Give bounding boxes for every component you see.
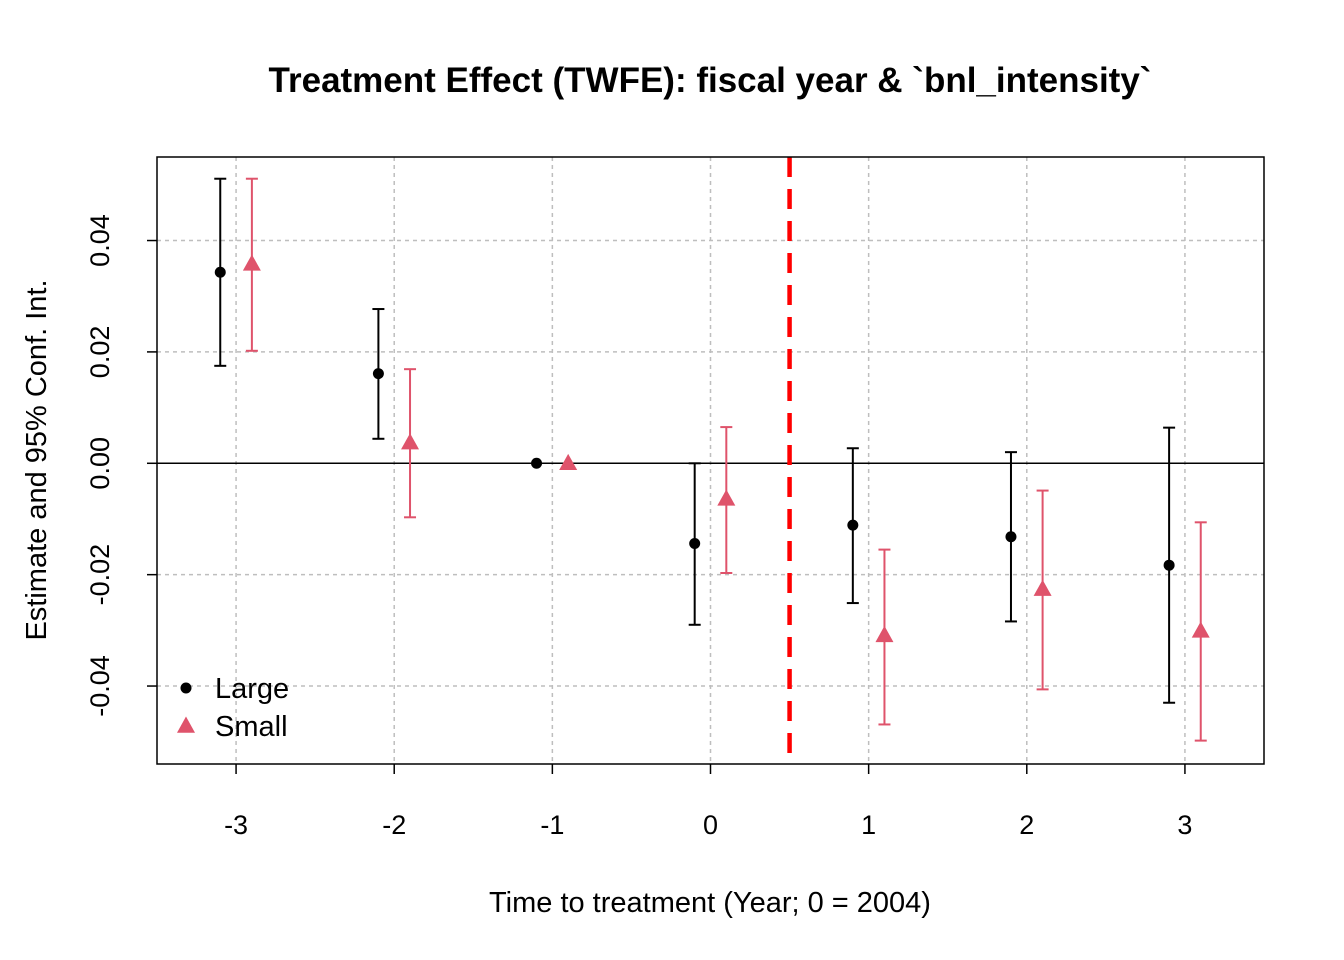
x-axis: -3 -2 -1 0 1 2 3: [224, 764, 1192, 840]
data-point-large: [372, 368, 384, 380]
data-point-small: [717, 489, 736, 506]
legend-label: Large: [215, 673, 289, 705]
data-point-large: [214, 266, 226, 278]
legend-marker-small: [177, 716, 195, 733]
data-point-small: [559, 453, 578, 471]
y-tick-label: 0.00: [85, 437, 115, 490]
data-point-large: [1005, 531, 1017, 543]
x-tick-label: 1: [861, 810, 876, 840]
x-tick-label: -2: [382, 810, 406, 840]
y-axis-label: Estimate and 95% Conf. Int.: [21, 279, 53, 640]
y-tick-label: -0.04: [85, 655, 115, 717]
chart-title: Treatment Effect (TWFE): fiscal year & `…: [269, 61, 1152, 100]
y-tick-label: -0.02: [85, 544, 115, 606]
data-point-large: [689, 537, 701, 549]
x-tick-label: -3: [224, 810, 248, 840]
data-point-small: [401, 433, 420, 450]
legend-label: Small: [215, 711, 288, 743]
y-tick-label: 0.02: [85, 326, 115, 379]
data-layer: [214, 177, 1210, 742]
y-axis: -0.04 -0.02 0.00 0.02 0.04: [85, 214, 157, 717]
grid: [157, 157, 1264, 764]
data-point-large: [847, 519, 859, 531]
x-axis-label: Time to treatment (Year; 0 = 2004): [489, 887, 931, 919]
series-small: [242, 177, 1210, 742]
x-tick-label: 2: [1019, 810, 1034, 840]
data-point-small: [1033, 579, 1052, 596]
data-point-small: [875, 625, 894, 643]
data-point-large: [1163, 559, 1175, 571]
series-large: [214, 177, 1176, 704]
x-tick-label: -1: [540, 810, 564, 840]
legend: Large Small: [177, 673, 289, 743]
x-tick-label: 3: [1177, 810, 1192, 840]
data-point-small: [242, 254, 261, 271]
data-point-small: [1191, 621, 1210, 638]
data-point-large: [531, 457, 543, 469]
legend-marker-large: [180, 682, 192, 694]
x-tick-label: 0: [703, 810, 718, 840]
y-tick-label: 0.04: [85, 214, 115, 267]
